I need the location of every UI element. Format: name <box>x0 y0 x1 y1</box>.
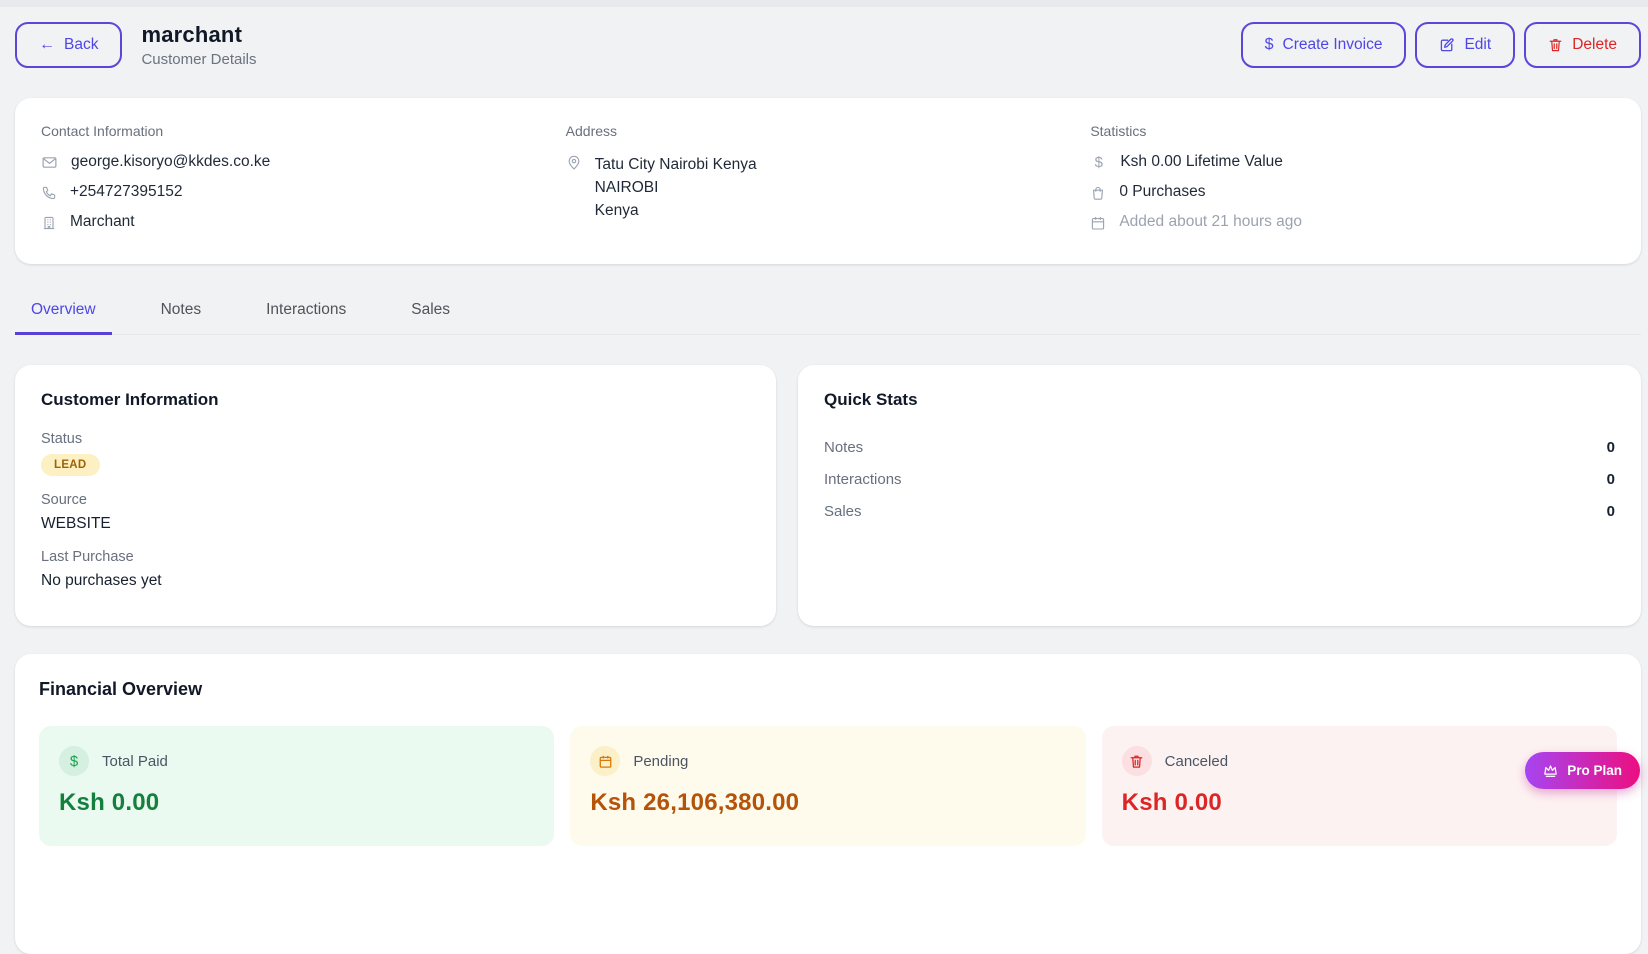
detail-tabs: Overview Notes Interactions Sales <box>15 293 1641 335</box>
total-paid-label: Total Paid <box>102 753 168 770</box>
added-value: Added about 21 hours ago <box>1119 213 1302 231</box>
delete-label: Delete <box>1572 36 1617 54</box>
overview-grid: Customer Information Status LEAD Source … <box>15 365 1641 626</box>
purchases-row: 0 Purchases <box>1090 183 1615 201</box>
quick-stats-row-notes: Notes 0 <box>824 431 1615 463</box>
pending-amount: Ksh 26,106,380.00 <box>590 789 1065 817</box>
edit-button[interactable]: Edit <box>1415 22 1515 68</box>
statistics-heading: Statistics <box>1090 123 1615 139</box>
customer-details-page: ← Back marchant Customer Details $ Creat… <box>0 21 1648 954</box>
source-label: Source <box>41 492 750 508</box>
total-paid-amount: Ksh 0.00 <box>59 789 534 817</box>
phone-value: +254727395152 <box>70 183 183 201</box>
tab-overview[interactable]: Overview <box>15 293 112 335</box>
page-subtitle: Customer Details <box>141 51 256 68</box>
title-block: marchant Customer Details <box>141 22 256 68</box>
tab-sales[interactable]: Sales <box>395 293 466 335</box>
back-button-label: Back <box>64 36 98 54</box>
address-line-2: NAIROBI <box>595 176 757 199</box>
contact-information-heading: Contact Information <box>41 123 566 139</box>
quick-stats-row-sales: Sales 0 <box>824 495 1615 527</box>
contact-information-section: Contact Information george.kisoryo@kkdes… <box>41 123 566 243</box>
added-row: Added about 21 hours ago <box>1090 213 1615 231</box>
quick-stats-title: Quick Stats <box>824 390 1615 410</box>
back-button[interactable]: ← Back <box>15 22 122 68</box>
address-line-3: Kenya <box>595 199 757 222</box>
company-row: Marchant <box>41 213 566 231</box>
trash-icon <box>1548 37 1563 53</box>
financial-overview-title: Financial Overview <box>39 679 1617 700</box>
quick-stats-value: 0 <box>1607 439 1615 456</box>
edit-label: Edit <box>1464 36 1491 54</box>
delete-button[interactable]: Delete <box>1524 22 1641 68</box>
address-row: Tatu City Nairobi Kenya NAIROBI Kenya <box>566 153 1091 222</box>
quick-stats-label: Interactions <box>824 471 902 488</box>
purchases-value: 0 Purchases <box>1119 183 1205 201</box>
map-pin-icon <box>566 154 582 171</box>
create-invoice-label: Create Invoice <box>1283 36 1383 54</box>
source-value: WEBSITE <box>41 515 750 533</box>
canceled-label: Canceled <box>1165 753 1228 770</box>
pro-plan-button[interactable]: Pro Plan <box>1525 752 1640 789</box>
lifetime-value-row: $ Ksh 0.00 Lifetime Value <box>1090 153 1615 171</box>
financial-overview-card: Financial Overview $ Total Paid Ksh 0.00 <box>15 654 1641 954</box>
calendar-icon <box>590 746 620 776</box>
quick-stats-label: Notes <box>824 439 863 456</box>
pending-tile: Pending Ksh 26,106,380.00 <box>570 726 1085 846</box>
last-purchase-value: No purchases yet <box>41 572 750 590</box>
financial-tiles: $ Total Paid Ksh 0.00 Pending Ksh 26,106… <box>39 726 1617 846</box>
customer-information-title: Customer Information <box>41 390 750 410</box>
create-invoice-button[interactable]: $ Create Invoice <box>1241 22 1407 68</box>
dollar-icon: $ <box>59 746 89 776</box>
address-section: Address Tatu City Nairobi Kenya NAIROBI … <box>566 123 1091 243</box>
calendar-icon <box>1090 215 1106 231</box>
crown-icon <box>1543 764 1558 778</box>
quick-stats-value: 0 <box>1607 471 1615 488</box>
email-value: george.kisoryo@kkdes.co.ke <box>71 153 270 171</box>
canceled-amount: Ksh 0.00 <box>1122 789 1597 817</box>
arrow-left-icon: ← <box>39 37 55 53</box>
total-paid-tile: $ Total Paid Ksh 0.00 <box>39 726 554 846</box>
company-value: Marchant <box>70 213 135 231</box>
address-line-1: Tatu City Nairobi Kenya <box>595 153 757 176</box>
status-label: Status <box>41 431 750 447</box>
quick-stats-value: 0 <box>1607 503 1615 520</box>
envelope-icon <box>41 154 58 171</box>
quick-stats-card: Quick Stats Notes 0 Interactions 0 Sales… <box>798 365 1641 626</box>
trash-icon <box>1122 746 1152 776</box>
email-row: george.kisoryo@kkdes.co.ke <box>41 153 566 171</box>
address-heading: Address <box>566 123 1091 139</box>
statistics-section: Statistics $ Ksh 0.00 Lifetime Value 0 P… <box>1090 123 1615 243</box>
lifetime-value: Ksh 0.00 Lifetime Value <box>1120 153 1283 171</box>
pro-plan-label: Pro Plan <box>1567 763 1622 778</box>
page-title: marchant <box>141 22 256 48</box>
customer-information-card: Customer Information Status LEAD Source … <box>15 365 776 626</box>
customer-summary-card: Contact Information george.kisoryo@kkdes… <box>15 98 1641 264</box>
tile-head: Pending <box>590 746 1065 776</box>
quick-stats-row-interactions: Interactions 0 <box>824 463 1615 495</box>
last-purchase-label: Last Purchase <box>41 549 750 565</box>
tab-notes[interactable]: Notes <box>145 293 218 335</box>
phone-row: +254727395152 <box>41 183 566 201</box>
status-badge: LEAD <box>41 454 100 476</box>
phone-icon <box>41 185 57 201</box>
header-actions: $ Create Invoice Edit Delete <box>1241 22 1641 68</box>
building-icon <box>41 215 57 231</box>
dollar-icon: $ <box>1090 154 1107 171</box>
tile-head: $ Total Paid <box>59 746 534 776</box>
pencil-square-icon <box>1439 37 1455 53</box>
page-header: ← Back marchant Customer Details $ Creat… <box>15 21 1641 69</box>
pending-label: Pending <box>633 753 688 770</box>
shopping-bag-icon <box>1090 185 1106 201</box>
address-lines: Tatu City Nairobi Kenya NAIROBI Kenya <box>595 153 757 222</box>
dollar-icon: $ <box>1265 37 1274 53</box>
quick-stats-label: Sales <box>824 503 862 520</box>
tab-interactions[interactable]: Interactions <box>250 293 362 335</box>
